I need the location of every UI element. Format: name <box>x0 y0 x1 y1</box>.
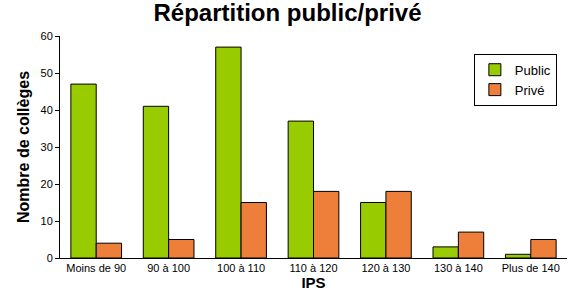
svg-text:Public: Public <box>515 63 551 78</box>
svg-text:Privé: Privé <box>515 83 545 98</box>
svg-text:Répartition public/privé: Répartition public/privé <box>153 0 421 26</box>
svg-text:60: 60 <box>41 30 53 42</box>
svg-text:Moins de 90: Moins de 90 <box>66 262 126 274</box>
svg-text:120 à 130: 120 à 130 <box>361 262 410 274</box>
svg-text:90 à 100: 90 à 100 <box>147 262 190 274</box>
svg-text:Nombre de collèges: Nombre de collèges <box>15 71 32 223</box>
svg-text:0: 0 <box>47 252 53 264</box>
svg-text:40: 40 <box>41 104 53 116</box>
svg-text:110 à 120: 110 à 120 <box>289 262 337 274</box>
svg-text:100 à 110: 100 à 110 <box>217 262 265 274</box>
svg-text:130 à 140: 130 à 140 <box>434 262 483 274</box>
svg-text:10: 10 <box>41 215 53 227</box>
svg-text:IPS: IPS <box>301 274 325 291</box>
svg-text:50: 50 <box>41 67 53 79</box>
svg-text:Plus de 140: Plus de 140 <box>502 262 560 274</box>
svg-text:20: 20 <box>41 178 53 190</box>
svg-text:30: 30 <box>41 141 53 153</box>
